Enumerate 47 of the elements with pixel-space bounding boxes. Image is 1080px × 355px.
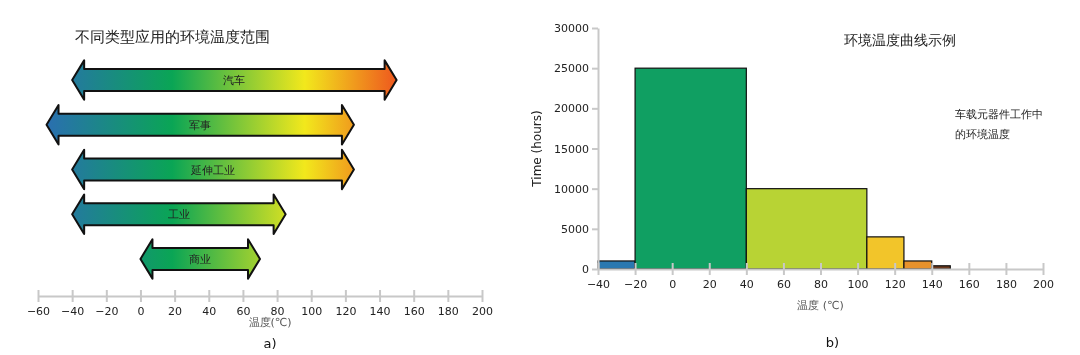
x-tick-label: 160 [403,304,425,318]
y-tick-label: 20000 [554,102,589,116]
x-tick-label: 200 [472,304,493,318]
x-tick-label: 140 [921,277,943,291]
x-tick-label: 40 [739,277,754,291]
y-tick-label: 0 [582,263,589,277]
x-tick-label: 80 [270,304,285,318]
x-tick-label: 60 [776,277,791,291]
y-tick-label: 5000 [561,222,589,236]
x-tick-label: 160 [958,277,980,291]
x-axis-title: 温度 (℃) [797,299,844,312]
y-tick-label: 25000 [554,62,589,76]
x-tick-label: −40 [61,304,85,318]
x-tick-label: 100 [847,277,869,291]
text: b) [825,335,840,350]
x-tick-label: −60 [26,304,51,318]
x-tick-label: 200 [1033,277,1054,291]
y-tick-label: 15000 [554,142,589,156]
x-tick-label: 80 [814,277,828,291]
x-tick-label: 0 [137,304,145,318]
x-tick-label: −20 [95,304,119,318]
x-tick-label: 120 [335,304,357,318]
x-tick-label: 40 [202,304,217,318]
chart-title: 不同类型应用的环境温度范围 [75,28,270,46]
x-axis-title: 温度(℃) [248,316,292,329]
category-label: 汽车 [223,74,246,88]
x-tick-label: 0 [669,277,677,291]
chart-title: 环境温度曲线示例 [844,32,956,48]
category-label: 工业 [167,208,190,222]
text: a) [263,336,277,351]
x-tick-label: 20 [168,304,183,318]
x-tick-label: 140 [369,304,391,318]
annotation: 车载元器件工作中的环境温度 [955,108,1043,141]
x-tick-label: 180 [995,277,1017,291]
x-tick-label: 100 [301,304,323,318]
y-tick-label: 10000 [554,182,589,196]
x-tick-label: 60 [236,304,251,318]
y-axis-title: Time (hours) [530,110,544,188]
x-tick-label: 20 [702,277,717,291]
x-tick-label: −20 [623,277,648,291]
category-label: 延伸工业 [191,163,236,177]
x-tick-label: 180 [437,304,459,318]
x-tick-label: 120 [884,277,906,291]
category-label: 商业 [189,252,212,266]
x-tick-label: −40 [586,277,611,291]
y-tick-label: 30000 [554,22,589,36]
category-label: 军事 [189,118,212,132]
